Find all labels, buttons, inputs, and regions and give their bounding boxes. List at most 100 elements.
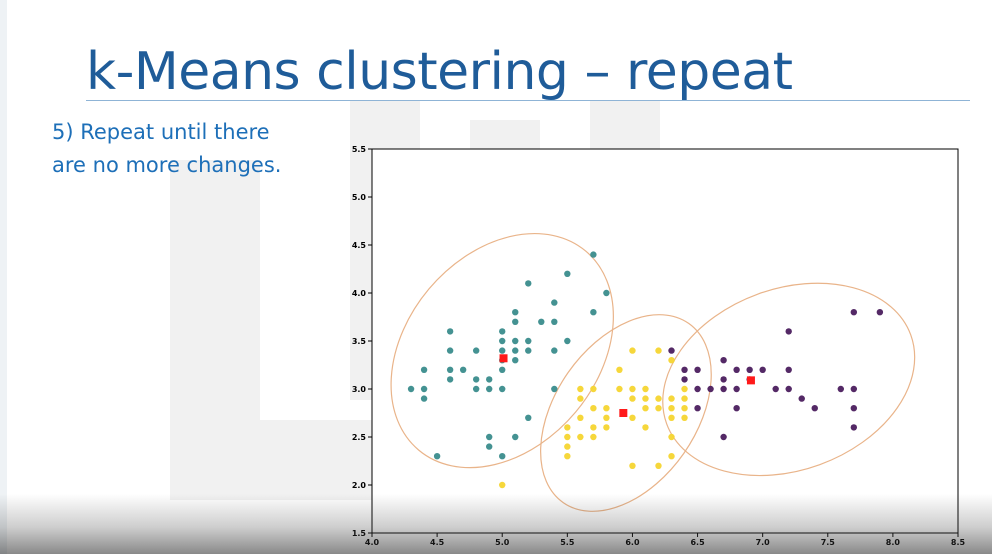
data-point — [876, 309, 884, 316]
data-point — [785, 328, 792, 335]
data-point — [720, 357, 727, 364]
data-point — [590, 309, 597, 316]
data-point — [707, 385, 714, 393]
data-point — [655, 462, 662, 469]
data-point — [746, 366, 753, 373]
data-point — [785, 366, 792, 373]
scatter-plot: 4.0 4.5 5.0 5.5 6.0 6.5 7.0 7.5 8.0 8.5 1.5 2.0 2.5 3… — [340, 140, 970, 554]
data-point — [512, 433, 519, 441]
centroid-marker — [619, 409, 628, 417]
y-tick-label: 4.0 — [352, 289, 367, 298]
data-point — [446, 376, 454, 383]
data-point — [694, 405, 701, 412]
bullet-text: 5) Repeat until there are no more change… — [52, 116, 332, 182]
data-point — [642, 385, 649, 393]
data-point — [512, 337, 519, 345]
data-point — [564, 270, 571, 277]
x-tick-label: 7.0 — [756, 538, 771, 547]
data-point — [733, 385, 740, 393]
data-point — [499, 366, 506, 373]
x-tick-label: 5.0 — [495, 538, 510, 547]
data-point — [785, 385, 792, 393]
data-point — [798, 395, 805, 402]
data-point — [850, 385, 858, 393]
data-point — [590, 251, 597, 258]
data-point — [577, 395, 584, 402]
data-point — [590, 385, 597, 393]
data-point — [850, 405, 858, 412]
data-point — [499, 385, 506, 393]
centroid-marker — [499, 354, 508, 363]
data-point — [668, 347, 675, 354]
data-point — [811, 405, 818, 412]
data-point — [577, 433, 584, 441]
data-point — [486, 443, 493, 450]
data-point — [472, 347, 480, 354]
data-point — [564, 433, 571, 441]
x-tick-label: 4.5 — [430, 538, 445, 547]
data-point — [590, 433, 597, 441]
data-point — [564, 337, 571, 345]
data-point — [629, 462, 636, 469]
data-point — [681, 405, 688, 412]
data-point — [850, 424, 858, 431]
data-point — [512, 357, 519, 364]
centroid-marker — [746, 376, 755, 385]
data-point — [655, 405, 662, 412]
data-point — [472, 376, 480, 383]
scatter-plot-svg: 4.0 4.5 5.0 5.5 6.0 6.5 7.0 7.5 8.0 8.5 1.5 2.0 2.5 3… — [352, 145, 966, 547]
data-point — [681, 395, 688, 402]
y-tick-label: 2.0 — [352, 481, 367, 490]
data-point — [564, 443, 571, 450]
plot-frame — [371, 148, 959, 534]
slide-title: k-Means clustering – repeat — [86, 42, 793, 102]
data-point — [499, 347, 506, 354]
data-point — [551, 299, 558, 306]
y-tick-label: 3.0 — [352, 385, 367, 394]
data-point — [551, 318, 558, 325]
data-point — [512, 347, 519, 354]
cluster-ellipse-teal — [390, 232, 614, 469]
data-point — [577, 385, 584, 393]
data-point — [499, 328, 506, 335]
data-point — [420, 366, 428, 373]
data-point — [629, 395, 636, 402]
y-tick-label: 1.5 — [352, 529, 367, 538]
data-point — [499, 481, 506, 489]
data-point — [668, 414, 675, 421]
data-point — [407, 385, 415, 393]
data-point — [668, 357, 675, 364]
x-tick-label: 6.0 — [625, 538, 640, 547]
x-tick-label: 4.0 — [365, 538, 380, 547]
left-edge-strip — [0, 0, 7, 554]
data-point — [603, 289, 610, 297]
data-point — [681, 414, 688, 421]
x-tick-label: 6.5 — [690, 538, 705, 547]
data-point — [681, 376, 688, 383]
x-tick-label: 8.0 — [886, 538, 901, 547]
data-point — [603, 424, 610, 431]
data-point — [629, 385, 636, 393]
data-point — [459, 366, 467, 373]
data-point — [499, 337, 506, 345]
data-point — [486, 385, 493, 393]
data-point — [564, 424, 571, 431]
data-point — [603, 405, 610, 412]
data-point — [446, 347, 454, 354]
y-tick-label: 3.5 — [352, 337, 367, 346]
cluster-ellipse-purple — [662, 282, 916, 477]
data-point — [616, 366, 623, 373]
data-point — [681, 366, 688, 373]
data-point — [472, 385, 480, 393]
y-tick-label: 2.5 — [352, 433, 367, 442]
data-point — [694, 385, 701, 393]
bullet-line-2: are no more changes. — [52, 153, 282, 177]
data-point — [551, 385, 558, 393]
data-point — [759, 366, 766, 373]
data-point — [590, 424, 597, 431]
data-point — [772, 385, 779, 393]
data-point — [733, 366, 740, 373]
data-point — [525, 347, 532, 354]
data-point — [720, 376, 727, 383]
data-point — [499, 453, 506, 460]
